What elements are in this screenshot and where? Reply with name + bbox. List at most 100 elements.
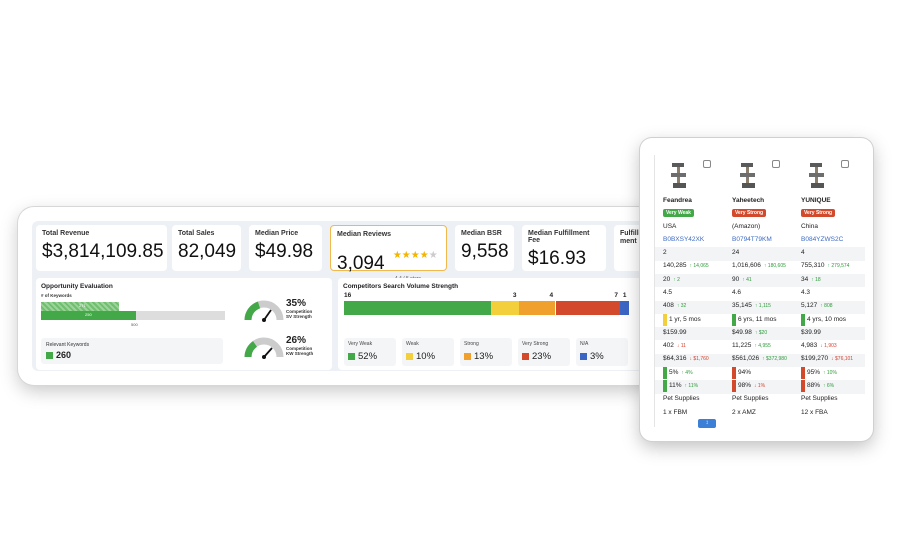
cell-delta: ↑ 4% xyxy=(681,369,693,376)
tile-strong[interactable]: Strong 13% xyxy=(460,338,512,366)
metric-median-price[interactable]: Median Price $49.98 xyxy=(249,225,322,271)
metric-total-revenue[interactable]: Total Revenue $3,814,109.85 xyxy=(36,225,167,271)
strength-segment[interactable] xyxy=(518,301,556,315)
strength-badge: Very Strong xyxy=(801,209,836,217)
cell-value: 6 yrs, 11 mos xyxy=(738,315,777,323)
product-origin: China xyxy=(801,223,818,230)
competitors-panel: Competitors Search Volume Strength 16 3 4 7… xyxy=(338,278,654,370)
cell-value: 1 yr, 5 mos xyxy=(669,315,701,323)
product-origin: (Amazon) xyxy=(732,223,761,230)
asin-link[interactable]: B084YZWS2C xyxy=(801,236,844,243)
product-cell: 4 xyxy=(801,249,805,256)
relevant-keywords-box[interactable]: Relevant Keywords 260 xyxy=(41,338,223,364)
product-image[interactable] xyxy=(738,161,758,189)
metric-label: Median Fulfillment Fee xyxy=(528,230,590,244)
tile-na[interactable]: N/A 3% xyxy=(576,338,628,366)
product-image[interactable] xyxy=(669,161,689,189)
age-indicator-bar xyxy=(801,313,805,326)
metric-median-bsr[interactable]: Median BSR 9,558 xyxy=(455,225,514,271)
product-brand: YUNIQUE xyxy=(801,197,831,204)
expand-icon[interactable]: ↕ xyxy=(698,419,716,428)
product-cell: 6 yrs, 11 mos xyxy=(738,316,777,323)
strength-segment[interactable] xyxy=(620,301,629,315)
product-cell: $159.99 xyxy=(663,329,687,336)
strength-bar: 16 3 4 7 1 xyxy=(344,292,629,315)
asin-link[interactable]: B0794T79KM xyxy=(732,236,772,243)
product-cell: 88% ↑ 6% xyxy=(807,382,834,389)
asin-link[interactable]: B0BXSY42XK xyxy=(663,236,705,243)
row-stripe xyxy=(655,353,865,367)
metric-label: Median Reviews xyxy=(337,231,392,238)
strength-segment[interactable] xyxy=(490,301,519,315)
strength-badge: Very Strong xyxy=(732,209,767,217)
cell-value: 11,225 xyxy=(732,342,752,350)
relevant-value-row: 260 xyxy=(46,350,71,360)
tile-label: Weak xyxy=(406,341,419,347)
product-cell: Pet Supplies xyxy=(663,395,700,402)
product-cell: 90 ↑ 41 xyxy=(732,276,752,283)
product-cell: 24 xyxy=(732,249,739,256)
tile-weak[interactable]: Weak 10% xyxy=(402,338,454,366)
cell-value: 90 xyxy=(732,275,740,283)
tile-very-strong[interactable]: Very Strong 23% xyxy=(518,338,570,366)
cell-value: 2 x AMZ xyxy=(732,408,756,416)
age-indicator-bar xyxy=(732,313,736,326)
cell-delta: ↑ 279,574 xyxy=(827,263,850,270)
product-cell: 140,285 ↑ 14,065 xyxy=(663,262,709,269)
yellow-square-icon xyxy=(406,353,413,360)
product-cell: $561,026 ↑ $372,980 xyxy=(732,355,787,362)
cell-value: 88% xyxy=(807,382,821,389)
cell-delta: ↑ 18 xyxy=(811,276,821,283)
cell-delta: ↑ 1,115 xyxy=(754,303,771,310)
gauge-label: SV Strength xyxy=(286,314,312,319)
cell-value: 5% xyxy=(669,368,679,376)
product-cell: 2 xyxy=(663,249,667,256)
cell-delta: ↑ 808 xyxy=(820,303,833,310)
product-cell: 95% ↑ 10% xyxy=(807,369,837,376)
metric-value: 9,558 xyxy=(461,241,509,262)
product-cell: $64,316 ↓ $1,760 xyxy=(663,355,709,362)
metric-median-reviews[interactable]: Median Reviews 3,094 ★★★★★ 4.4 / 5 stars xyxy=(330,225,447,282)
competitors-title: Competitors Search Volume Strength xyxy=(343,283,459,290)
cell-delta: ↓ 11 xyxy=(676,343,686,350)
cell-value: 1,016,606 xyxy=(732,262,761,270)
strength-segment[interactable] xyxy=(344,301,491,315)
cell-delta: ↑ 6% xyxy=(823,383,835,389)
cell-value: 408 xyxy=(663,302,674,310)
cell-delta: ↑ 10% xyxy=(823,369,837,376)
metric-value: $16.93 xyxy=(528,248,587,269)
metric-median-fulfillment-fee[interactable]: Median Fulfillment Fee $16.93 xyxy=(522,225,606,271)
tile-value: 52% xyxy=(358,351,378,362)
tile-value: 23% xyxy=(532,351,552,362)
select-checkbox[interactable] xyxy=(703,160,711,168)
cell-value: 20 xyxy=(663,275,671,283)
cell-delta: ↑ 180,605 xyxy=(763,263,786,270)
opportunity-title: Opportunity Evaluation xyxy=(41,283,113,290)
cell-value: 140,285 xyxy=(663,262,687,270)
cell-delta: ↑ 4,955 xyxy=(754,343,771,350)
product-cell: 34 ↑ 18 xyxy=(801,276,821,283)
product-brand: Feandrea xyxy=(663,197,692,204)
reviews-count: 3,094 xyxy=(337,253,385,275)
cell-value: $561,026 xyxy=(732,355,760,363)
metric-label: Median Price xyxy=(255,230,299,237)
product-cell: Pet Supplies xyxy=(732,395,769,402)
select-checkbox[interactable] xyxy=(841,160,849,168)
product-cell: 5,127 ↑ 808 xyxy=(801,302,833,309)
product-cell: 1 yr, 5 mos xyxy=(669,316,701,323)
tile-very-weak[interactable]: Very Weak 52% xyxy=(344,338,396,366)
tile-value-row: 3% xyxy=(580,351,624,362)
cell-value: 94% xyxy=(738,368,752,376)
product-image[interactable] xyxy=(807,161,827,189)
metric-total-sales[interactable]: Total Sales 82,049 xyxy=(172,225,241,271)
product-cell: 408 ↑ 32 xyxy=(663,302,686,309)
keywords-bar-striped xyxy=(41,302,119,311)
row-stripe xyxy=(655,247,865,261)
keywords-label: # of Keywords xyxy=(41,293,72,298)
strength-segment[interactable] xyxy=(555,301,621,315)
rating-indicator-bar xyxy=(663,366,667,379)
segment-count: 7 xyxy=(614,292,618,299)
cell-delta: ↓ 1,903 xyxy=(820,343,837,350)
segment-count: 16 xyxy=(344,292,352,299)
select-checkbox[interactable] xyxy=(772,160,780,168)
